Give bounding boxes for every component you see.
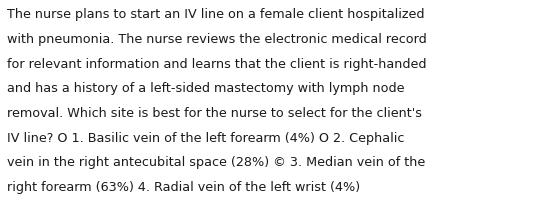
Text: vein in the right antecubital space (28%) © 3. Median vein of the: vein in the right antecubital space (28%…	[7, 156, 425, 169]
Text: and has a history of a left-sided mastectomy with lymph node: and has a history of a left-sided mastec…	[7, 82, 404, 95]
Text: IV line? O 1. Basilic vein of the left forearm (4%) O 2. Cephalic: IV line? O 1. Basilic vein of the left f…	[7, 132, 404, 145]
Text: The nurse plans to start an IV line on a female client hospitalized: The nurse plans to start an IV line on a…	[7, 8, 424, 21]
Text: removal. Which site is best for the nurse to select for the client's: removal. Which site is best for the nurs…	[7, 107, 422, 120]
Text: with pneumonia. The nurse reviews the electronic medical record: with pneumonia. The nurse reviews the el…	[7, 33, 426, 46]
Text: for relevant information and learns that the client is right-handed: for relevant information and learns that…	[7, 58, 426, 71]
Text: right forearm (63%) 4. Radial vein of the left wrist (4%): right forearm (63%) 4. Radial vein of th…	[7, 181, 360, 194]
